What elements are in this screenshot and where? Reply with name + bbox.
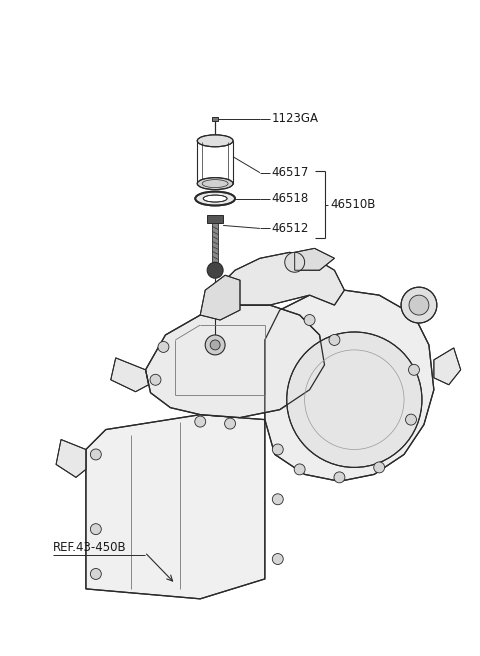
Circle shape bbox=[207, 262, 223, 278]
Circle shape bbox=[406, 414, 417, 425]
Circle shape bbox=[90, 523, 101, 535]
Circle shape bbox=[334, 472, 345, 483]
Circle shape bbox=[150, 375, 161, 385]
Circle shape bbox=[272, 444, 283, 455]
Bar bbox=[212, 117, 218, 121]
Circle shape bbox=[158, 341, 169, 352]
Circle shape bbox=[90, 449, 101, 460]
Circle shape bbox=[409, 295, 429, 315]
Polygon shape bbox=[56, 440, 86, 478]
Circle shape bbox=[210, 340, 220, 350]
Circle shape bbox=[329, 335, 340, 346]
Text: 46518: 46518 bbox=[272, 192, 309, 205]
Text: 46510B: 46510B bbox=[330, 198, 376, 211]
Circle shape bbox=[408, 364, 420, 375]
Circle shape bbox=[285, 253, 305, 272]
Circle shape bbox=[272, 554, 283, 565]
Ellipse shape bbox=[197, 135, 233, 147]
Circle shape bbox=[294, 464, 305, 475]
Circle shape bbox=[304, 315, 315, 325]
Polygon shape bbox=[265, 290, 434, 482]
Circle shape bbox=[90, 569, 101, 579]
Ellipse shape bbox=[195, 192, 235, 205]
Polygon shape bbox=[86, 415, 265, 599]
Polygon shape bbox=[200, 253, 344, 315]
Circle shape bbox=[287, 332, 422, 468]
Circle shape bbox=[272, 494, 283, 504]
Polygon shape bbox=[200, 276, 240, 320]
Circle shape bbox=[205, 335, 225, 355]
Polygon shape bbox=[145, 305, 324, 418]
Bar bbox=[212, 224, 218, 262]
Circle shape bbox=[225, 418, 236, 429]
Ellipse shape bbox=[197, 178, 233, 190]
Circle shape bbox=[374, 462, 384, 473]
Text: 46512: 46512 bbox=[272, 222, 309, 235]
Circle shape bbox=[195, 416, 206, 427]
Circle shape bbox=[401, 287, 437, 323]
Text: 46517: 46517 bbox=[272, 166, 309, 179]
Text: REF.43-450B: REF.43-450B bbox=[53, 541, 127, 554]
Text: 1123GA: 1123GA bbox=[272, 112, 319, 125]
Bar bbox=[207, 215, 223, 224]
Polygon shape bbox=[295, 249, 335, 270]
Ellipse shape bbox=[203, 195, 227, 202]
Polygon shape bbox=[434, 348, 461, 385]
Polygon shape bbox=[111, 358, 148, 392]
